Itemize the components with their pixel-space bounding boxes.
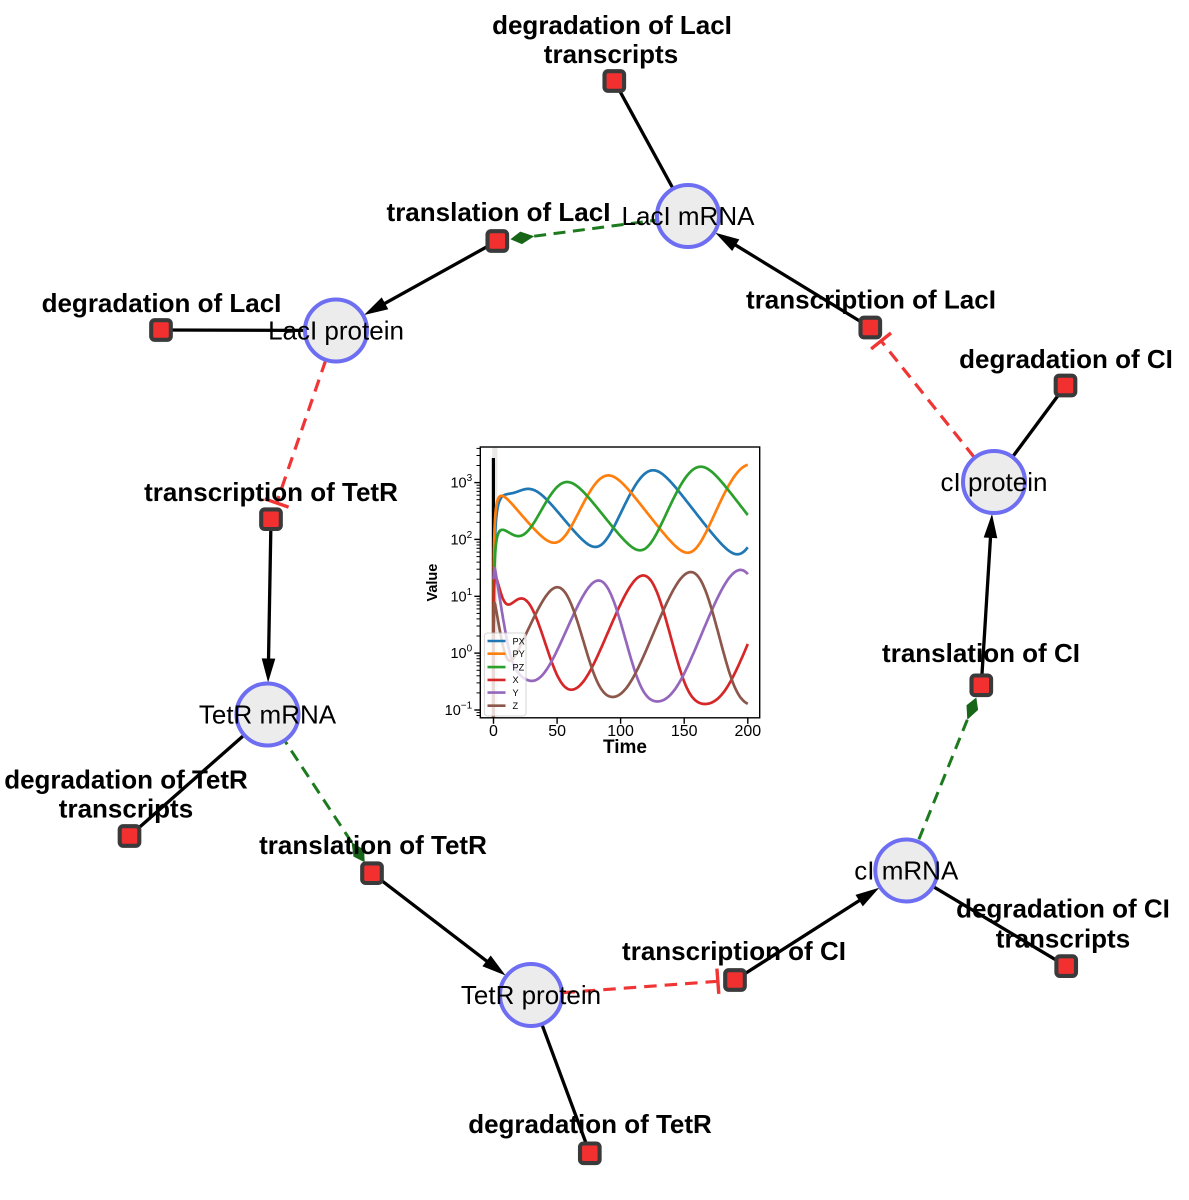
- svg-text:Z: Z: [513, 701, 519, 711]
- svg-text:degradation of CI: degradation of CI: [959, 344, 1173, 374]
- svg-text:Y: Y: [513, 688, 519, 698]
- svg-text:50: 50: [548, 723, 566, 740]
- svg-text:PX: PX: [513, 636, 525, 646]
- svg-text:PY: PY: [513, 649, 525, 659]
- svg-text:TetR mRNA: TetR mRNA: [199, 700, 337, 730]
- svg-text:200: 200: [734, 723, 761, 740]
- svg-text:LacI mRNA: LacI mRNA: [622, 201, 756, 231]
- svg-text:transcription of TetR: transcription of TetR: [144, 477, 398, 507]
- svg-text:Time: Time: [603, 737, 647, 758]
- svg-text:translation of LacI: translation of LacI: [387, 197, 611, 227]
- svg-text:150: 150: [671, 723, 698, 740]
- svg-text:cI protein: cI protein: [941, 467, 1048, 497]
- svg-text:degradation of CI: degradation of CI: [956, 894, 1170, 924]
- svg-text:degradation of TetR: degradation of TetR: [4, 765, 248, 795]
- svg-text:TetR protein: TetR protein: [461, 980, 601, 1010]
- svg-text:degradation of LacI: degradation of LacI: [492, 10, 732, 40]
- svg-text:transcripts: transcripts: [544, 39, 678, 69]
- svg-text:translation of CI: translation of CI: [882, 638, 1080, 668]
- svg-text:0: 0: [489, 723, 498, 740]
- svg-text:LacI protein: LacI protein: [268, 316, 404, 346]
- svg-text:degradation of LacI: degradation of LacI: [42, 288, 282, 318]
- svg-text:100: 100: [607, 723, 634, 740]
- svg-text:degradation of TetR: degradation of TetR: [468, 1109, 712, 1139]
- svg-text:transcription of CI: transcription of CI: [622, 936, 846, 966]
- svg-text:transcripts: transcripts: [996, 924, 1130, 954]
- svg-text:transcripts: transcripts: [59, 794, 193, 824]
- svg-text:Value: Value: [425, 564, 441, 602]
- svg-text:cI mRNA: cI mRNA: [854, 856, 959, 886]
- svg-text:X: X: [513, 675, 519, 685]
- svg-text:PZ: PZ: [513, 662, 525, 672]
- svg-text:translation of TetR: translation of TetR: [259, 830, 487, 860]
- svg-text:transcription of LacI: transcription of LacI: [746, 285, 996, 315]
